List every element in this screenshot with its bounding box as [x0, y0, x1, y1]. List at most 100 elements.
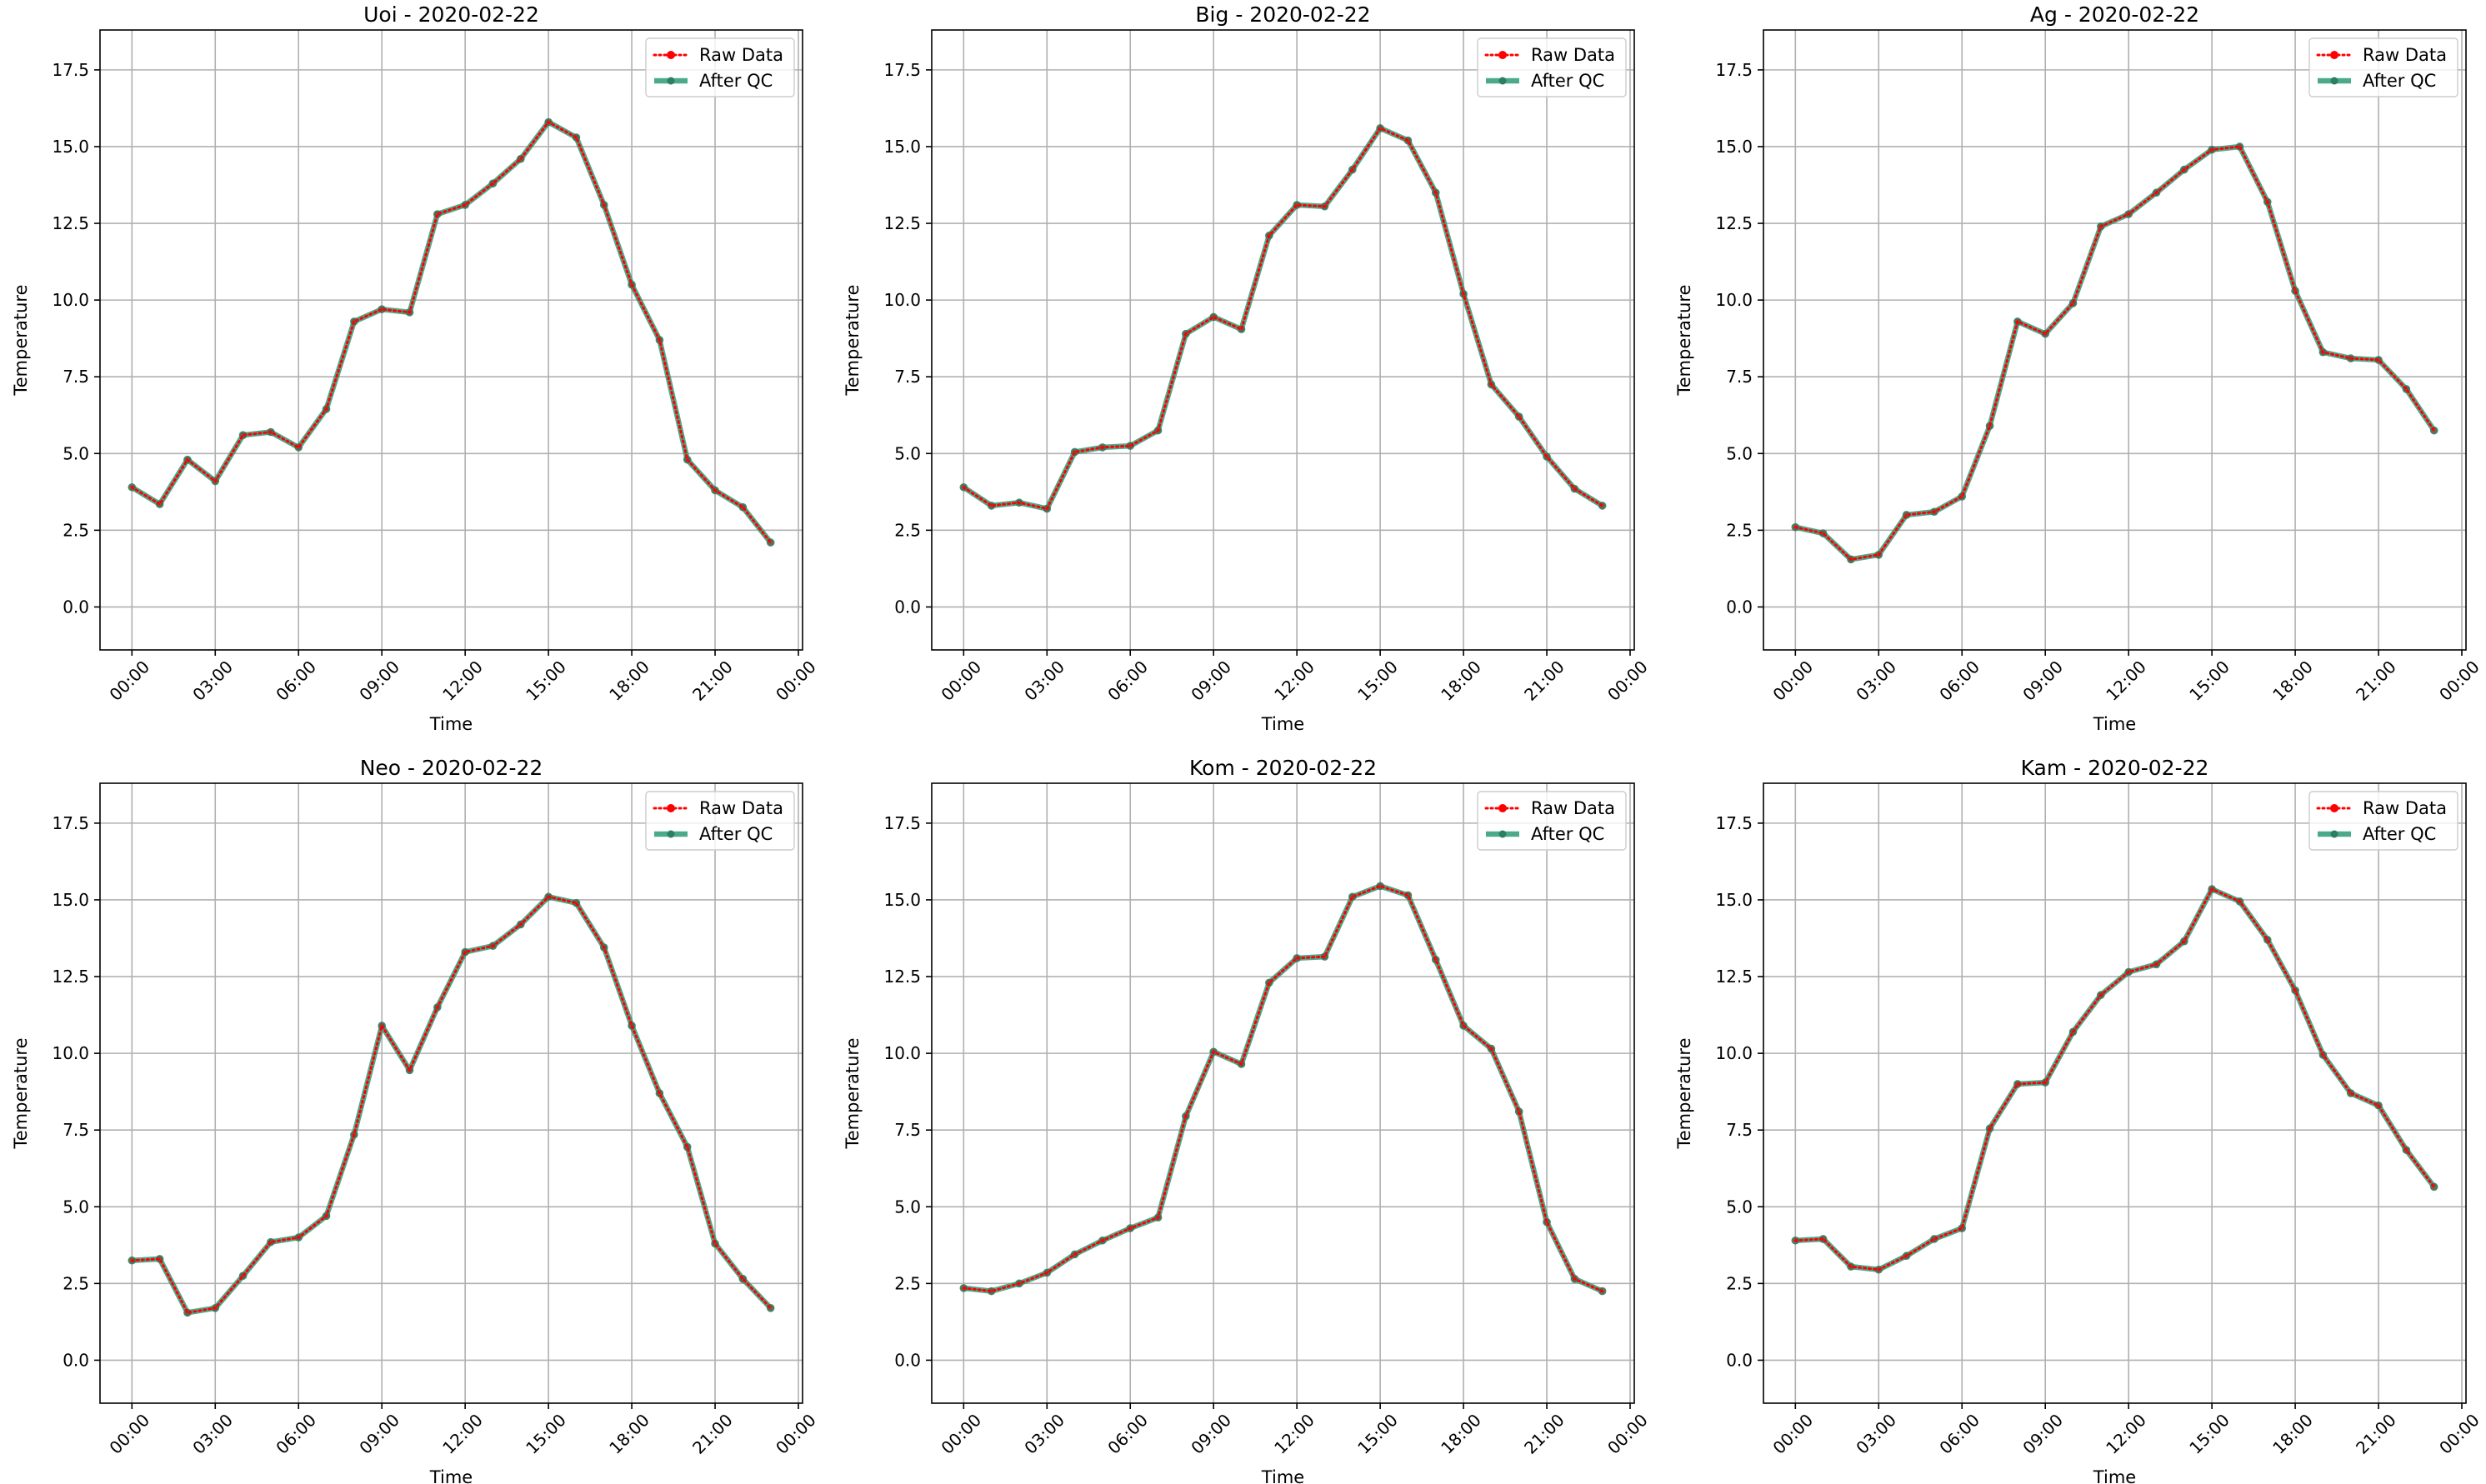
- y-tick-label: 15.0: [52, 137, 89, 157]
- raw-data-line: [962, 884, 1604, 1293]
- raw-data-point: [323, 1213, 329, 1219]
- raw-data-point: [1460, 1022, 1467, 1029]
- raw-data-point: [1793, 524, 1798, 530]
- raw-data-point: [1959, 493, 1965, 500]
- x-tick-label: 06:00: [272, 657, 320, 705]
- x-axis-label: Time: [1261, 1467, 1304, 1484]
- raw-data-point: [1903, 1253, 1909, 1259]
- raw-data-point: [2431, 1184, 2437, 1190]
- y-tick-label: 15.0: [1715, 137, 1753, 157]
- raw-data-point: [1293, 955, 1300, 962]
- y-axis-label: Temperature: [843, 284, 863, 396]
- raw-data-point: [2208, 886, 2215, 892]
- series-raw-data: [129, 119, 773, 546]
- legend-marker-after-qc: [1498, 77, 1507, 85]
- x-tick-label: 06:00: [272, 1410, 320, 1458]
- y-tick-label: 12.5: [1715, 967, 1753, 987]
- legend-marker-raw-data: [667, 51, 675, 59]
- x-tick-label: 12:00: [1270, 1410, 1318, 1458]
- x-tick-label: 21:00: [1520, 1410, 1568, 1458]
- x-tick-label: 12:00: [438, 657, 487, 705]
- raw-data-point: [1322, 203, 1328, 209]
- x-tick-label: 03:00: [188, 657, 237, 705]
- y-tick-label: 2.5: [63, 1273, 89, 1293]
- raw-data-point: [573, 134, 579, 141]
- raw-data-point: [601, 944, 607, 951]
- y-tick-label: 5.0: [894, 1197, 921, 1217]
- y-axis-label: Temperature: [1674, 284, 1694, 396]
- raw-data-point: [1293, 202, 1300, 208]
- x-tick-label: 06:00: [1103, 657, 1152, 705]
- y-tick-label: 7.5: [63, 367, 89, 387]
- y-tick-label: 7.5: [894, 1120, 921, 1140]
- legend-marker-raw-data: [2330, 804, 2338, 812]
- raw-data-point: [129, 484, 135, 490]
- after-qc-line: [962, 125, 1604, 512]
- raw-data-point: [2153, 190, 2159, 196]
- y-axis-label: Temperature: [1674, 1037, 1694, 1149]
- raw-data-point: [213, 1305, 218, 1312]
- x-tick-label: 00:00: [105, 657, 153, 705]
- raw-data-point: [1987, 1126, 1993, 1132]
- y-tick-label: 5.0: [63, 1197, 89, 1217]
- y-tick-label: 12.5: [883, 967, 921, 987]
- series-raw-data: [961, 125, 1605, 512]
- y-tick-label: 2.5: [894, 1273, 921, 1293]
- legend-marker-after-qc: [667, 77, 675, 85]
- x-tick-label: 06:00: [1935, 1410, 1983, 1458]
- raw-data-point: [1820, 1236, 1826, 1242]
- raw-data-point: [740, 1276, 746, 1282]
- legend-marker-after-qc: [667, 830, 675, 838]
- raw-data-point: [1266, 232, 1273, 238]
- x-tick-label: 15:00: [1353, 1410, 1402, 1458]
- series-after-qc: [128, 892, 775, 1317]
- legend-label-raw-data: Raw Data: [2363, 798, 2447, 818]
- raw-data-point: [1959, 1225, 1965, 1232]
- raw-data-point: [213, 478, 218, 484]
- raw-data-point: [628, 282, 635, 287]
- raw-data-point: [157, 501, 163, 507]
- y-tick-label: 10.0: [883, 290, 921, 310]
- raw-data-point: [2098, 223, 2104, 229]
- y-tick-label: 0.0: [63, 1350, 89, 1370]
- y-tick-label: 15.0: [52, 890, 89, 910]
- raw-data-point: [657, 1090, 663, 1097]
- raw-data-point: [1572, 486, 1578, 492]
- x-tick-label: 06:00: [1935, 657, 1983, 705]
- series-raw-data: [1793, 886, 2437, 1272]
- raw-data-point: [2042, 331, 2048, 337]
- series-raw-data: [961, 883, 1605, 1294]
- x-tick-label: 21:00: [688, 657, 737, 705]
- y-tick-label: 7.5: [63, 1120, 89, 1140]
- y-tick-label: 10.0: [1715, 1043, 1753, 1063]
- axes-frame: [931, 29, 1635, 651]
- raw-data-point: [1377, 883, 1383, 889]
- y-tick-label: 7.5: [894, 367, 921, 387]
- raw-data-point: [1155, 1214, 1161, 1221]
- legend-marker-raw-data: [667, 804, 675, 812]
- x-tick-label: 03:00: [1852, 1410, 1900, 1458]
- legend-marker-after-qc: [1498, 830, 1507, 838]
- y-axis-label: Temperature: [11, 284, 31, 396]
- y-tick-label: 12.5: [883, 213, 921, 233]
- series-after-qc: [128, 117, 775, 547]
- x-tick-label: 12:00: [2102, 657, 2150, 705]
- raw-data-point: [407, 309, 413, 316]
- legend-label-after-qc: After QC: [2363, 824, 2436, 844]
- y-tick-label: 5.0: [1726, 1197, 1753, 1217]
- after-qc-line: [1795, 886, 2437, 1273]
- raw-data-point: [1931, 1236, 1938, 1242]
- raw-data-point: [740, 504, 746, 510]
- raw-data-point: [1405, 892, 1411, 898]
- raw-data-point: [961, 1285, 967, 1292]
- x-tick-label: 12:00: [438, 1410, 487, 1458]
- raw-data-point: [1848, 1263, 1854, 1270]
- x-tick-label: 12:00: [1270, 657, 1318, 705]
- x-tick-label: 00:00: [937, 1410, 985, 1458]
- y-tick-label: 2.5: [894, 520, 921, 540]
- raw-data-point: [2375, 357, 2382, 363]
- x-axis-label: Time: [2093, 1467, 2136, 1484]
- chart-title: Ag - 2020-02-22: [2030, 2, 2199, 27]
- legend-marker-raw-data: [1498, 804, 1507, 812]
- x-axis-label: Time: [1261, 714, 1304, 734]
